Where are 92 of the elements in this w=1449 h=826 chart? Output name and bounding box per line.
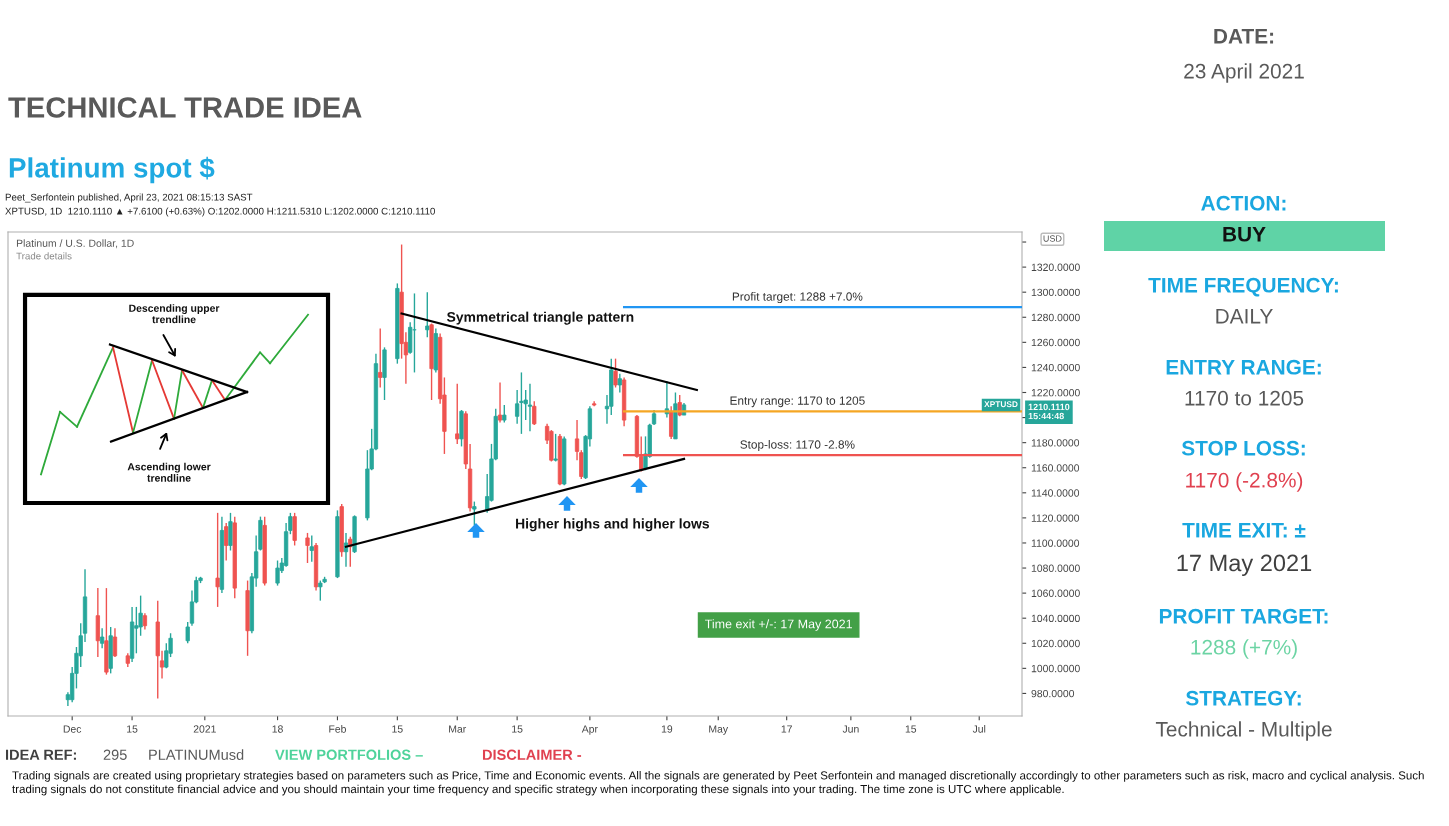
series-label: Entry range: 1170 to 1205 [730, 396, 865, 408]
candlestick [292, 512, 297, 547]
text: TIME EXIT: ± [1182, 523, 1306, 538]
annotation: XPTUSD [984, 401, 1018, 408]
text: TIME FREQUENCY: [1148, 277, 1338, 297]
x-tick-label: 17 [781, 725, 792, 733]
candlestick [185, 621, 190, 644]
text: 1170 to 1205 [1185, 390, 1304, 406]
x-tick-label: May [709, 725, 729, 735]
text: XPTUSD, 1D 1210.1110 ▲ +7.6100 (+0.63%) O:1202.0000 H:1211.5310 L:1202.0000 C:1210.1110 [5, 207, 435, 217]
annotation: Time exit +/-: 17 May 2021 [705, 619, 852, 631]
annotation: Symmetrical triangle pattern [446, 311, 634, 325]
chart-subtitle: Platinum spot $ [9, 156, 215, 184]
y-tick-label: 1100.0000 [1031, 539, 1080, 547]
x-tick-label: Jul [972, 725, 986, 733]
candlestick [309, 534, 314, 563]
text: 1210.1110 15:44:48 [1028, 403, 1070, 420]
y-tick-label: 1060.0000 [1031, 589, 1080, 597]
y-tick-label: 1120.0000 [1031, 514, 1080, 522]
y-tick-label: 1040.0000 [1031, 614, 1080, 623]
y-tick-label: 1280.0000 [1031, 313, 1080, 322]
series-label: Profit target: 1288 +7.0% [732, 292, 863, 304]
y-tick-label: 1140.0000 [1031, 489, 1080, 497]
x-tick-label: 15 [905, 725, 917, 733]
annotation: Higher highs and higher lows [516, 518, 710, 532]
x-tick-label: Apr [581, 725, 598, 735]
text: 17 May 2021 [1177, 554, 1312, 577]
x-tick-label: 2021 [193, 725, 216, 733]
text: 23 April 2021 [1184, 63, 1304, 83]
text: Peet_Serfontein published, April 23, 2021 08:15:13 SAST [5, 193, 253, 203]
text: STRATEGY: [1185, 690, 1301, 706]
candlestick [613, 357, 618, 389]
candlestick [100, 627, 105, 649]
x-tick-label: 15 [392, 725, 403, 733]
text: DAILY [1216, 309, 1273, 324]
x-tick-label: Feb [329, 725, 346, 733]
y-tick-label: 1260.0000 [1031, 338, 1080, 347]
candlestick [224, 522, 229, 562]
candlestick [425, 291, 430, 339]
text: DISCLAIMER - [482, 749, 582, 760]
y-tick-label: 1080.0000 [1031, 564, 1080, 572]
y-tick-label: 1160.0000 [1031, 464, 1080, 472]
y-tick-label: 1180.0000 [1031, 439, 1080, 447]
candlestick [617, 372, 622, 394]
candlestick [318, 579, 323, 602]
text: STOP LOSS: [1181, 440, 1305, 456]
text: 1288 (+7%) [1191, 639, 1297, 659]
text: ACTION: [1201, 195, 1286, 211]
chart-title: TECHNICAL TRADE IDEA [8, 97, 362, 118]
y-tick-label: 1000.0000 [1031, 664, 1080, 673]
y-tick-label: 1320.0000 [1031, 263, 1080, 271]
candlestick [112, 627, 118, 658]
candlestick [305, 532, 310, 564]
text: IDEA REF: [5, 749, 76, 760]
annotation: Platinum / U.S. Dollar, 1D [16, 239, 134, 249]
series-label: Stop-loss: 1170 -2.8% [740, 440, 855, 452]
candlestick [527, 383, 533, 433]
x-tick-label: 15 [512, 725, 523, 733]
text: 295 [103, 749, 127, 760]
candlestick [215, 512, 220, 608]
candlestick [275, 559, 280, 587]
y-tick-label: 1220.0000 [1031, 389, 1080, 397]
annotation: Descending upper trendline [129, 304, 220, 324]
text: USD [1043, 235, 1062, 242]
text: ENTRY RANGE: [1166, 359, 1321, 375]
candlestick [455, 383, 460, 445]
annotation: Ascending lower trendline [127, 462, 211, 482]
x-tick-label: Dec [63, 725, 82, 733]
x-tick-label: 19 [661, 725, 673, 733]
text: PROFIT TARGET: [1159, 608, 1328, 624]
candlestick [553, 433, 558, 463]
y-tick-label: 1240.0000 [1031, 363, 1080, 372]
y-tick-label: 1020.0000 [1031, 639, 1080, 648]
text: DATE: [1214, 29, 1274, 44]
x-tick-label: Mar [449, 725, 467, 733]
y-tick-label: 980.0000 [1031, 689, 1075, 698]
text: Trading signals are created using proprietary strategies based on parameters such as Price, Time and Economic events. All the signals are generated by Peet Serfontein and managed discretionally accordingly to other parameters such as risk, macro and cyclical analysis. Such trading signals do not constitute financial advice and you should maintain your time frequency and specific strategy when incorporating these signals into your trading. The time zone is UTC where applicable. [12, 771, 1424, 796]
text: BUY [1223, 227, 1266, 242]
x-tick-label: 18 [272, 725, 283, 733]
text: 1170 (-2.8%) [1186, 472, 1303, 492]
text: Technical - Multiple [1155, 721, 1332, 741]
candlestick [472, 500, 477, 527]
text: PLATINUMusd [149, 749, 244, 760]
text: VIEW PORTFOLIOS – [275, 749, 423, 760]
candlestick [378, 327, 383, 389]
x-tick-label: 15 [127, 725, 138, 733]
annotation: Trade details [16, 252, 72, 260]
y-tick-label: 1300.0000 [1031, 288, 1080, 297]
candlestick [532, 400, 537, 426]
candlestick [228, 512, 233, 552]
candlestick [519, 371, 524, 435]
x-tick-label: Jun [842, 725, 859, 733]
